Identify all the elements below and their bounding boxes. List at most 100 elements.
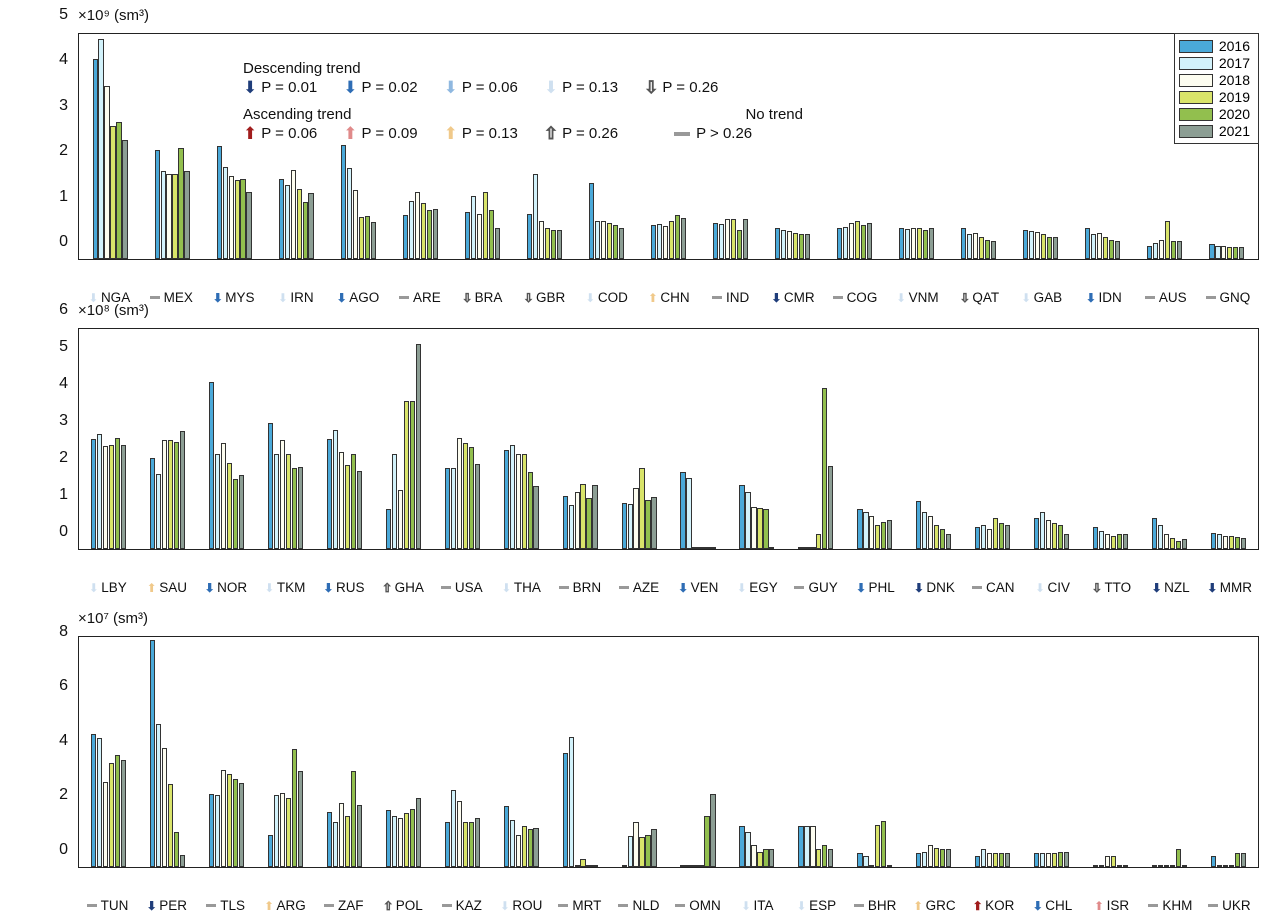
bar-BHR-2021[interactable] — [887, 865, 892, 867]
bar-AZE-2017[interactable] — [628, 504, 633, 549]
bar-KOR-2021[interactable] — [1005, 853, 1010, 867]
bar-THA-2019[interactable] — [522, 454, 527, 549]
bar-BHR-2020[interactable] — [881, 821, 886, 867]
bar-THA-2020[interactable] — [528, 472, 533, 549]
bar-KAZ-2018[interactable] — [457, 801, 462, 867]
bar-COD-2018[interactable] — [601, 221, 606, 259]
bar-MYS-2021[interactable] — [246, 192, 251, 260]
bar-VNM-2016[interactable] — [899, 228, 904, 259]
bar-EGY-2017[interactable] — [745, 492, 750, 549]
bar-TTO-2016[interactable] — [1093, 527, 1098, 549]
bar-ROU-2019[interactable] — [522, 826, 527, 867]
bar-BRA-2016[interactable] — [465, 212, 470, 259]
bar-MMR-2017[interactable] — [1217, 534, 1222, 549]
bar-NZL-2020[interactable] — [1176, 541, 1181, 549]
bar-EGY-2016[interactable] — [739, 485, 744, 549]
bar-NZL-2018[interactable] — [1164, 534, 1169, 549]
category-label-VEN[interactable]: ⬇ VEN — [668, 580, 727, 595]
category-label-ITA[interactable]: ⬇ ITA — [728, 898, 787, 913]
bar-EGY-2019[interactable] — [757, 508, 762, 549]
bar-TLS-2017[interactable] — [215, 795, 220, 867]
bar-TLS-2021[interactable] — [239, 783, 244, 867]
bar-ESP-2019[interactable] — [816, 849, 821, 867]
bar-LBY-2021[interactable] — [121, 445, 126, 549]
bar-QAT-2021[interactable] — [991, 241, 996, 259]
bar-ARG-2020[interactable] — [292, 749, 297, 867]
bar-CAN-2021[interactable] — [1005, 525, 1010, 549]
bar-MYS-2018[interactable] — [229, 176, 234, 259]
category-label-RUS[interactable]: ⬇ RUS — [314, 580, 373, 595]
bar-NOR-2019[interactable] — [227, 463, 232, 549]
bar-ISR-2017[interactable] — [1099, 865, 1104, 867]
bar-SAU-2018[interactable] — [162, 440, 167, 549]
bar-NZL-2016[interactable] — [1152, 518, 1157, 549]
bar-AUS-2019[interactable] — [1165, 221, 1170, 259]
category-label-CHL[interactable]: ⬇ CHL — [1023, 898, 1082, 913]
category-label-GRC[interactable]: ⬆ GRC — [905, 898, 964, 913]
bar-CHN-2016[interactable] — [651, 225, 656, 259]
bar-EGY-2018[interactable] — [751, 507, 756, 549]
category-label-MRT[interactable]: MRT — [550, 898, 609, 913]
bar-EGY-2021[interactable] — [769, 547, 774, 549]
bar-MYS-2020[interactable] — [240, 179, 245, 259]
bar-ARG-2017[interactable] — [274, 795, 279, 867]
bar-NOR-2021[interactable] — [239, 475, 244, 549]
bar-OMN-2018[interactable] — [692, 865, 697, 867]
bar-GUY-2017[interactable] — [804, 547, 809, 549]
bar-TUN-2016[interactable] — [91, 734, 96, 867]
bar-IDN-2021[interactable] — [1115, 241, 1120, 259]
bar-GHA-2016[interactable] — [386, 509, 391, 549]
bar-VNM-2019[interactable] — [917, 228, 922, 259]
bar-AGO-2020[interactable] — [365, 216, 370, 259]
bar-ZAF-2019[interactable] — [345, 816, 350, 867]
bar-ROU-2016[interactable] — [504, 806, 509, 867]
bar-IND-2020[interactable] — [737, 230, 742, 259]
bar-MYS-2016[interactable] — [217, 146, 222, 259]
category-label-ISR[interactable]: ⬆ ISR — [1082, 898, 1141, 913]
bar-TKM-2018[interactable] — [280, 440, 285, 549]
category-label-KHM[interactable]: KHM — [1141, 898, 1200, 913]
bar-PHL-2020[interactable] — [881, 522, 886, 549]
bar-USA-2020[interactable] — [469, 447, 474, 549]
bar-GAB-2017[interactable] — [1029, 231, 1034, 259]
bar-CHN-2018[interactable] — [663, 226, 668, 259]
bar-OMN-2020[interactable] — [704, 816, 709, 867]
bar-ROU-2021[interactable] — [533, 828, 538, 867]
bar-KOR-2018[interactable] — [987, 853, 992, 867]
bar-GUY-2016[interactable] — [798, 547, 803, 549]
bar-IDN-2016[interactable] — [1085, 228, 1090, 260]
bar-AZE-2019[interactable] — [639, 468, 644, 549]
bar-VEN-2021[interactable] — [710, 547, 715, 549]
bar-BHR-2019[interactable] — [875, 825, 880, 867]
category-label-TKM[interactable]: ⬇ TKM — [255, 580, 314, 595]
bar-NGA-2020[interactable] — [116, 122, 121, 259]
bar-ITA-2018[interactable] — [751, 845, 756, 867]
category-label-TTO[interactable]: ⇩ TTO — [1082, 580, 1141, 595]
bar-KHM-2018[interactable] — [1164, 865, 1169, 867]
bar-BHR-2018[interactable] — [869, 865, 874, 867]
bar-ARE-2018[interactable] — [415, 192, 420, 260]
bar-VNM-2017[interactable] — [905, 229, 910, 259]
bar-DNK-2019[interactable] — [934, 525, 939, 549]
bar-ZAF-2020[interactable] — [351, 771, 356, 867]
bar-USA-2018[interactable] — [457, 438, 462, 549]
bar-AZE-2016[interactable] — [622, 503, 627, 549]
bar-POL-2018[interactable] — [398, 818, 403, 867]
bar-POL-2021[interactable] — [416, 798, 421, 867]
bar-NGA-2016[interactable] — [93, 59, 98, 259]
bar-KHM-2017[interactable] — [1158, 865, 1163, 867]
bar-TTO-2021[interactable] — [1123, 534, 1128, 549]
bar-BHR-2016[interactable] — [857, 853, 862, 867]
bar-BRA-2021[interactable] — [495, 228, 500, 260]
category-label-TLS[interactable]: TLS — [196, 898, 255, 913]
bar-ARE-2019[interactable] — [421, 203, 426, 259]
bar-AUS-2020[interactable] — [1171, 241, 1176, 259]
bar-GNQ-2016[interactable] — [1209, 244, 1214, 259]
bar-ARG-2016[interactable] — [268, 835, 273, 867]
bar-GAB-2021[interactable] — [1053, 237, 1058, 260]
bar-TUN-2019[interactable] — [109, 763, 114, 867]
bar-ARE-2017[interactable] — [409, 201, 414, 260]
bar-IND-2017[interactable] — [719, 224, 724, 259]
bar-POL-2016[interactable] — [386, 810, 391, 867]
bar-SAU-2019[interactable] — [168, 440, 173, 549]
